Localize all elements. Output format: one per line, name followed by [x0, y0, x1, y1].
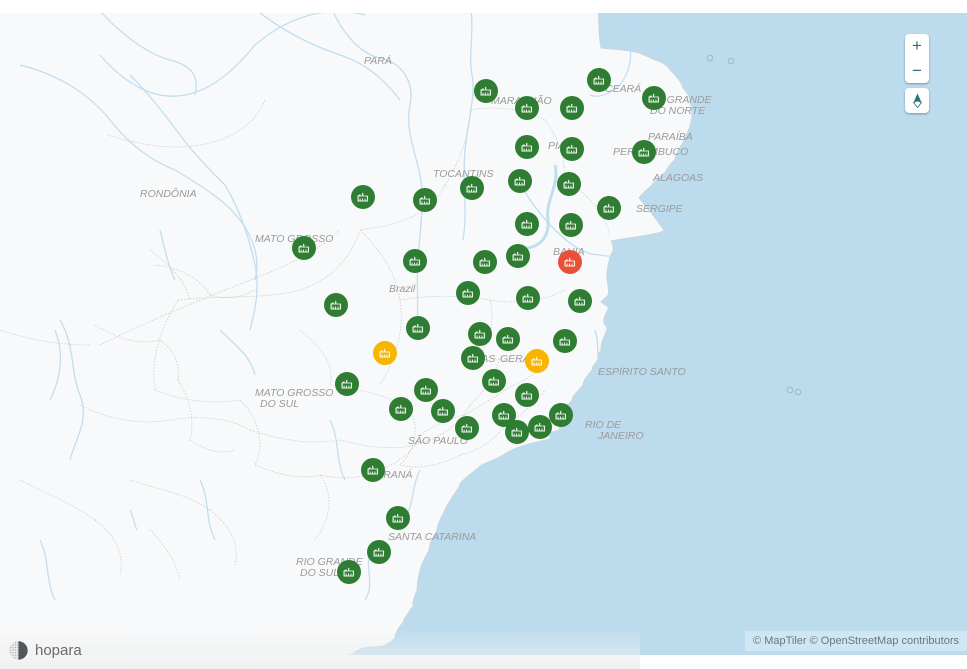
svg-text:SANTA CATARINA: SANTA CATARINA: [388, 531, 476, 543]
svg-text:DO SUL: DO SUL: [300, 567, 339, 579]
svg-text:DO SUL: DO SUL: [260, 398, 299, 410]
svg-text:ALAGOAS: ALAGOAS: [652, 172, 703, 184]
svg-text:SERGIPE: SERGIPE: [636, 203, 684, 215]
svg-text:PARÁ: PARÁ: [364, 54, 392, 67]
svg-text:CEARÁ: CEARÁ: [605, 82, 641, 95]
svg-text:RONDÔNIA: RONDÔNIA: [140, 187, 197, 200]
svg-text:JANEIRO: JANEIRO: [597, 430, 644, 442]
svg-text:PARAÍBA: PARAÍBA: [648, 130, 693, 143]
svg-text:ESPÍRITO SANTO: ESPÍRITO SANTO: [598, 365, 686, 378]
svg-text:Brazil: Brazil: [389, 283, 416, 295]
